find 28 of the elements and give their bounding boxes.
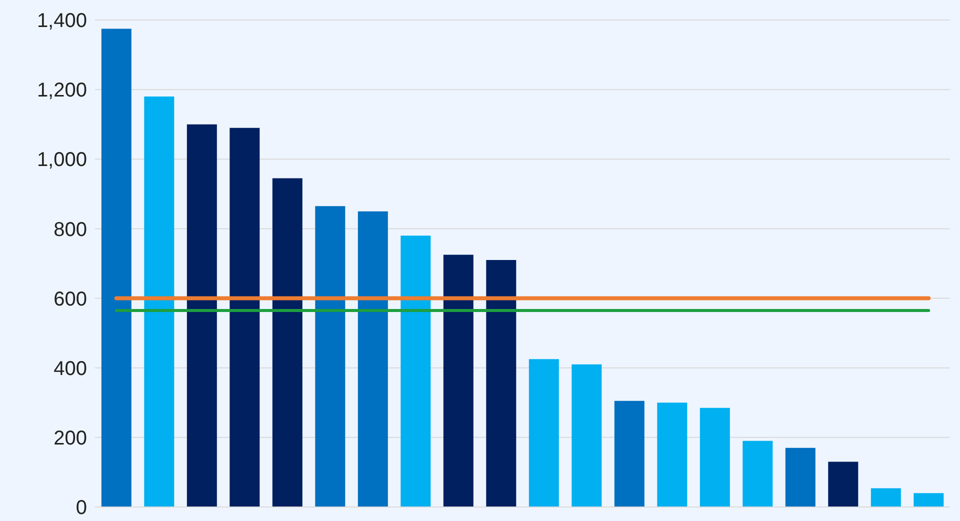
y-tick-label: 400 (54, 358, 87, 380)
bar (443, 254, 474, 507)
y-tick-label: 0 (76, 497, 87, 520)
bar (101, 28, 132, 507)
bar (870, 488, 901, 507)
bar (785, 448, 816, 507)
y-tick-label: 1,000 (36, 149, 87, 172)
bar (186, 124, 217, 507)
bar (528, 359, 559, 507)
bar (828, 462, 858, 507)
bar (272, 178, 302, 507)
bar (400, 236, 431, 507)
bar (358, 211, 388, 507)
y-tick-label: 200 (54, 428, 87, 450)
bar (657, 402, 688, 507)
bar (614, 400, 644, 507)
bar (315, 206, 346, 507)
bar (572, 364, 602, 507)
bar (742, 440, 773, 507)
bar (914, 493, 944, 507)
y-tick-label: 800 (54, 218, 87, 241)
y-tick-label: 600 (54, 288, 87, 310)
y-tick-label: 1,400 (36, 10, 87, 32)
y-tick-label: 1,200 (36, 80, 87, 102)
bar (144, 96, 174, 507)
bar (230, 128, 260, 507)
bar (700, 408, 730, 507)
bar (486, 260, 516, 507)
